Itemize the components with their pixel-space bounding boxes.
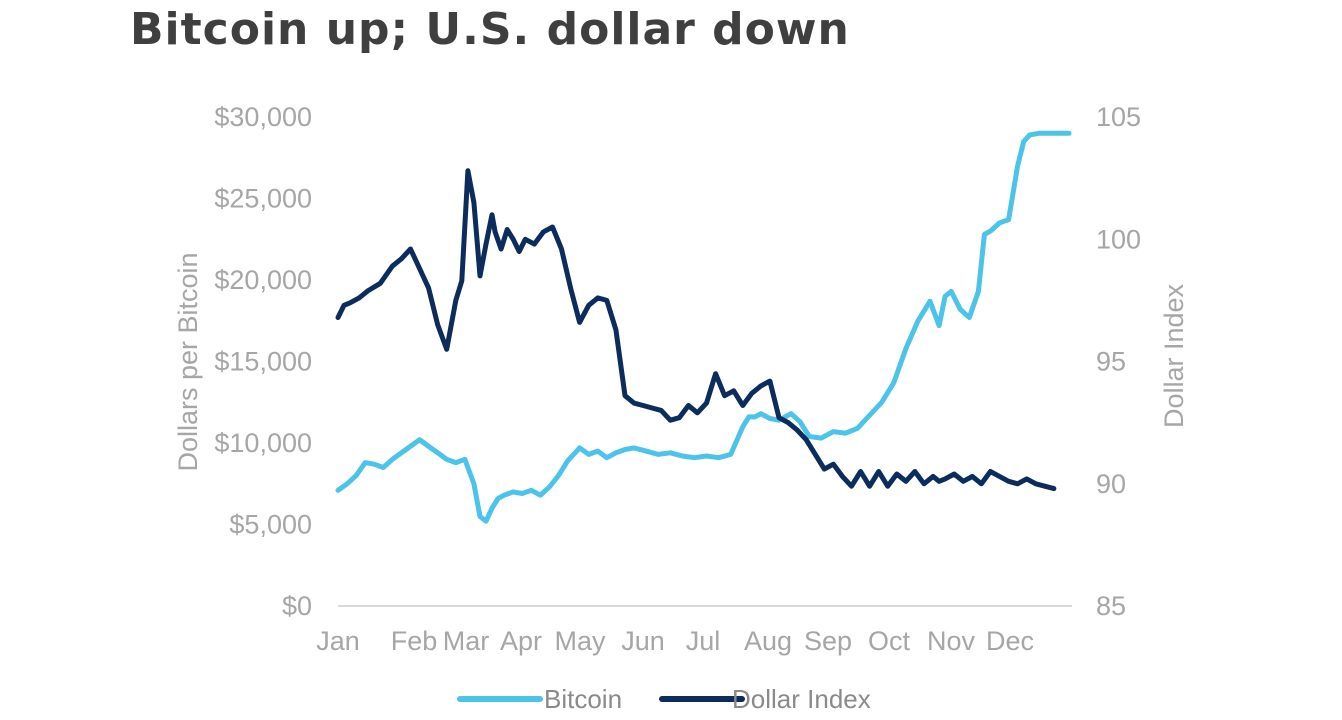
x-tick-label: May (554, 626, 606, 656)
right-tick-label: 90 (1096, 469, 1126, 499)
chart-title: Bitcoin up; U.S. dollar down (130, 4, 850, 55)
legend: Bitcoin Dollar Index (457, 684, 871, 714)
dollar-index-line (335, 168, 1057, 492)
x-tick-label: Dec (986, 626, 1034, 656)
x-tick-label: Jun (621, 626, 665, 656)
left-axis-ticks: $0 $5,000 $10,000 $15,000 $20,000 $25,000 $30,… (214, 102, 312, 621)
left-tick-label: $25,000 (214, 184, 312, 214)
x-tick-label: Oct (868, 626, 911, 656)
x-tick-label: Nov (927, 626, 976, 656)
x-tick-label: Feb (391, 626, 438, 656)
left-tick-label: $15,000 (214, 347, 312, 377)
bitcoin-line (335, 130, 1072, 524)
left-tick-label: $20,000 (214, 265, 312, 295)
x-tick-label: Sep (804, 626, 852, 656)
x-tick-label: Aug (744, 626, 792, 656)
x-tick-label: Mar (443, 626, 490, 656)
left-tick-label: $30,000 (214, 102, 312, 132)
left-tick-label: $0 (282, 591, 312, 621)
right-tick-label: 85 (1096, 591, 1126, 621)
left-tick-label: $5,000 (229, 510, 312, 540)
right-axis-ticks: 85 90 95 100 105 (1096, 102, 1141, 621)
left-axis-label: Dollars per Bitcoin (173, 252, 203, 471)
x-axis-ticks: Jan Feb Mar Apr May Jun Jul Aug Sep Oct Nov Dec (316, 626, 1034, 656)
series-group (335, 130, 1072, 524)
right-tick-label: 105 (1096, 102, 1141, 132)
legend-label: Bitcoin (544, 684, 622, 714)
legend-label: Dollar Index (732, 684, 871, 714)
left-tick-label: $10,000 (214, 428, 312, 458)
right-tick-label: 100 (1096, 224, 1141, 254)
x-tick-label: Apr (500, 626, 542, 656)
right-tick-label: 95 (1096, 347, 1126, 377)
x-tick-label: Jan (316, 626, 360, 656)
x-tick-label: Jul (686, 626, 721, 656)
right-axis-label: Dollar Index (1159, 283, 1189, 428)
